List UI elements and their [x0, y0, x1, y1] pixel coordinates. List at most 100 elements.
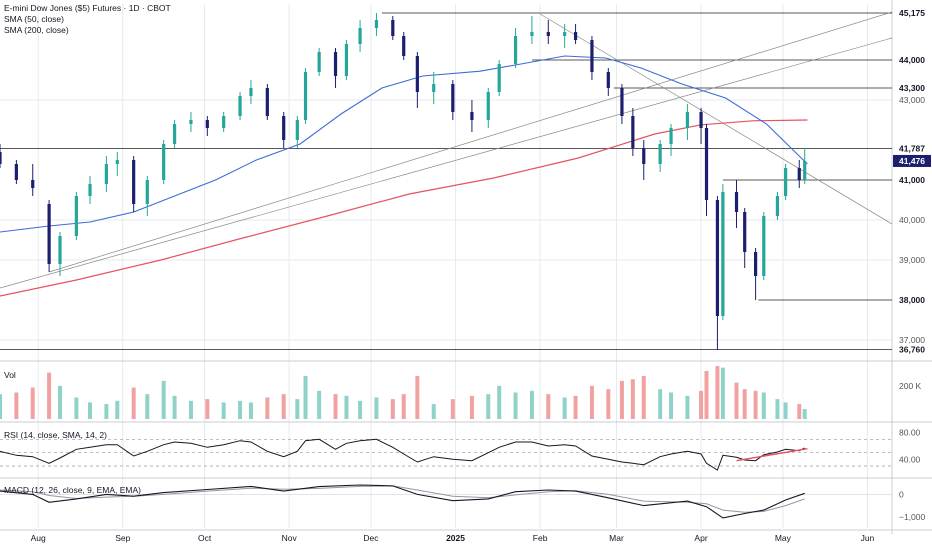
candle-body [470, 112, 474, 120]
volume-bar [14, 392, 19, 419]
volume-bar [797, 404, 802, 419]
volume-bar [333, 394, 338, 419]
candle-body [546, 32, 550, 36]
candle-body [721, 192, 725, 316]
price-tick-label: 40,000 [899, 215, 925, 225]
x-tick-label: Jun [861, 533, 875, 543]
candle-body [775, 196, 780, 216]
volume-bar [74, 397, 79, 419]
candle-body [563, 32, 567, 36]
sma200-legend: SMA (200, close) [4, 25, 69, 35]
price-tick-label: 37,000 [899, 335, 925, 345]
rsi-legend: RSI (14, close, SMA, 14, 2) [4, 430, 107, 440]
candle-body [282, 116, 286, 140]
candle-body [620, 88, 624, 116]
x-tick-label: Feb [533, 533, 548, 543]
x-tick-label: Aug [31, 533, 46, 543]
volume-bar [761, 392, 766, 419]
volume-bar [30, 387, 35, 419]
volume-bar [317, 390, 322, 419]
candle-body [451, 84, 455, 112]
volume-bar [115, 400, 120, 419]
volume-bar [562, 397, 567, 419]
volume-bar [248, 402, 253, 419]
volume-bar [265, 397, 270, 419]
volume-bar [450, 399, 455, 419]
volume-bar [529, 390, 534, 419]
volume-bar [205, 399, 210, 419]
volume-bar [344, 395, 349, 419]
volume-bar [172, 395, 177, 419]
volume-bar [669, 392, 674, 419]
volume-bar [188, 400, 193, 419]
level-tag [893, 54, 931, 66]
volume-bar [802, 409, 807, 419]
volume-bar [469, 395, 474, 419]
volume-bar [401, 394, 406, 419]
volume-bar [303, 375, 308, 419]
level-tag [893, 82, 931, 94]
volume-bar [374, 397, 379, 419]
candle-body [189, 120, 193, 124]
volume-bar [658, 389, 663, 419]
candle-body [704, 128, 709, 200]
level-label: 41,000 [899, 175, 925, 185]
candle-body [222, 116, 226, 128]
x-tick-label: 2025 [446, 533, 465, 543]
volume-bar [88, 402, 93, 419]
sma200-line [0, 119, 808, 297]
volume-bar [431, 404, 436, 419]
candle-body [303, 72, 308, 120]
volume-bar [58, 385, 63, 419]
volume-tick-label: 200 K [899, 381, 922, 391]
volume-bar [589, 385, 594, 419]
level-label: 41,787 [899, 144, 925, 154]
volume-bar [390, 399, 395, 419]
level-label: 36,760 [899, 345, 925, 355]
candle-body [415, 56, 419, 92]
candle-body [333, 52, 338, 76]
level-label: 43,300 [899, 83, 925, 93]
volume-bar [0, 394, 2, 419]
candle-body [265, 88, 269, 116]
candle-body [402, 36, 406, 56]
macd-tick-label: −1,000 [899, 512, 926, 522]
volume-bar [641, 375, 646, 419]
candle-body [797, 168, 801, 180]
trendline [48, 11, 893, 273]
candle-body [573, 32, 578, 40]
chart-title: E-mini Dow Jones ($5) Futures · 1D · CBO… [4, 3, 171, 13]
candle-body [31, 180, 35, 188]
volume-bar [734, 382, 739, 419]
volume-bar [221, 402, 226, 419]
candle-body [132, 160, 136, 204]
candle-body [803, 160, 807, 180]
candle-body [530, 32, 534, 36]
candle-body [205, 120, 209, 128]
candle-body [74, 196, 78, 236]
sma50-line [0, 55, 808, 233]
candle-body [658, 144, 662, 164]
x-tick-label: Oct [198, 533, 212, 543]
volume-bar [606, 389, 611, 419]
candle-body [104, 164, 108, 184]
last-price-label: 41,476 [899, 156, 925, 166]
volume-bar [715, 366, 720, 419]
candle-body [754, 252, 758, 276]
candle-body [358, 28, 362, 44]
candle-body [590, 40, 594, 72]
candle-body [513, 36, 518, 64]
volume-bar [685, 395, 690, 419]
candle-body [14, 164, 18, 180]
level-label: 45,175 [899, 8, 925, 18]
price-tick-label: 39,000 [899, 255, 925, 265]
candle-body [642, 148, 646, 164]
macd-line [0, 484, 805, 519]
volume-bar [145, 394, 150, 419]
candle-body [0, 152, 2, 164]
candle-body [145, 180, 149, 204]
candle-body [88, 184, 92, 196]
volume-bar [699, 390, 704, 419]
candle-body [391, 20, 395, 36]
